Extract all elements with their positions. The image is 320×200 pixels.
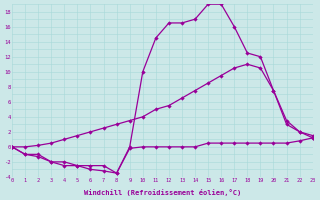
X-axis label: Windchill (Refroidissement éolien,°C): Windchill (Refroidissement éolien,°C) (84, 189, 241, 196)
